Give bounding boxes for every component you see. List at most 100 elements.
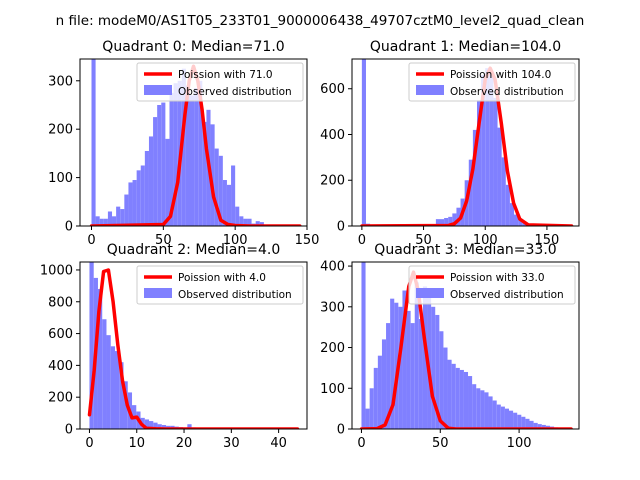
histogram-bar [443, 347, 448, 429]
histogram-bar [369, 388, 374, 429]
histogram-bar [89, 262, 94, 429]
histogram-bar [218, 155, 223, 226]
histogram-bar [509, 410, 514, 429]
histogram-bar [148, 136, 154, 226]
legend-observed-label: Observed distribution [450, 289, 564, 301]
y-tick-label: 400 [48, 359, 73, 374]
histogram-bar [497, 127, 502, 226]
histogram-bar [194, 88, 199, 226]
y-tick-label: 800 [48, 295, 73, 310]
legend-box [408, 265, 576, 305]
histogram-bar [247, 218, 252, 226]
histogram-bar [214, 148, 219, 226]
histogram-bar [444, 217, 449, 226]
histogram-bar [529, 420, 534, 429]
axes-frame [351, 261, 580, 430]
histogram-bar [435, 314, 440, 429]
legend-observed-swatch [144, 288, 172, 298]
histogram-bar [533, 422, 538, 429]
y-tick-label: 400 [320, 128, 345, 143]
figure-title: n file: modeM0/AS1T05_233T01_9000006438_… [56, 13, 585, 29]
histogram-bar [243, 218, 248, 226]
y-tick-label: 600 [320, 82, 345, 97]
legend-observed-label: Observed distribution [450, 86, 564, 98]
histogram-bar [181, 68, 186, 226]
subplot-title: Quadrant 2: Median=4.0 [107, 242, 281, 258]
histogram-bar [468, 159, 473, 226]
x-tick-label: 50 [415, 233, 432, 248]
histogram-bar [140, 165, 145, 226]
histogram-bar [144, 150, 149, 226]
histogram-bar [136, 170, 141, 226]
histogram-bar [381, 339, 387, 429]
x-tick-label: 100 [507, 436, 532, 451]
y-tick-label: 300 [48, 74, 73, 89]
histogram-bar [239, 216, 244, 226]
histogram-bar [119, 362, 124, 429]
histogram-bar [106, 335, 111, 429]
histogram-bar [110, 346, 115, 429]
y-tick-label: 200 [48, 391, 73, 406]
histogram-bar [394, 302, 399, 429]
histogram-bar [537, 424, 542, 429]
legend-poisson-label: Poission with 71.0 [178, 69, 273, 81]
x-tick-label: 0 [85, 436, 93, 451]
axes-frame [79, 58, 308, 227]
histogram-bar [365, 408, 370, 429]
plot-area [359, 262, 573, 429]
histogram-bar [112, 216, 117, 226]
histogram-bar [452, 213, 457, 226]
histogram-bar [406, 310, 411, 429]
histogram-bar [451, 363, 456, 429]
histogram-bar [476, 388, 481, 429]
histogram-bar [518, 219, 523, 226]
histogram-bar [390, 298, 395, 429]
histogram-bar [504, 408, 510, 429]
subplot-title: Quadrant 3: Median=33.0 [374, 242, 556, 258]
histogram-bar [210, 124, 215, 226]
axes-frame [79, 261, 308, 430]
legend-poisson-label: Poission with 33.0 [450, 272, 545, 284]
histogram-bar [488, 396, 493, 429]
histogram-bar [410, 323, 415, 429]
x-tick-label: 0 [358, 233, 366, 248]
subplot-quadrant-0: 0 50 100 150 0 100 200 300 Quadrant 0: Median=71… [48, 39, 319, 248]
histogram-bar [157, 424, 162, 429]
x-tick-label: 50 [155, 233, 172, 248]
histogram-bar [202, 121, 207, 226]
histogram-bar [173, 83, 178, 226]
legend-box [136, 62, 304, 102]
histogram-bar [235, 206, 240, 226]
histogram-bar [435, 219, 440, 226]
legend-poisson-label: Poission with 4.0 [178, 272, 266, 284]
histogram-bar [500, 406, 505, 429]
histogram-bar [472, 384, 477, 429]
histogram-bar [165, 138, 170, 226]
y-tick-label: 0 [65, 220, 73, 235]
histogram-bar [541, 424, 546, 429]
histogram-bar [522, 222, 527, 226]
x-tick-label: 20 [176, 436, 193, 451]
histogram-bar [114, 351, 120, 429]
histogram-bar [468, 376, 473, 429]
x-tick-label: 0 [87, 233, 95, 248]
x-tick-label: 100 [223, 233, 248, 248]
histogram-bar [124, 194, 129, 226]
legend: Poission with 71.0 Observed distribution [136, 62, 304, 102]
y-tick-label: 400 [320, 260, 345, 275]
plot-area [360, 59, 574, 226]
histogram-bar [513, 412, 518, 429]
histogram-bar [226, 184, 232, 226]
histogram-bar [157, 104, 162, 226]
y-tick-label: 100 [48, 171, 73, 186]
subplot-quadrant-1: 0 50 100 150 0 200 400 600 Quadrant 1: Median=10… [320, 39, 580, 248]
subplot-title: Quadrant 1: Median=104.0 [370, 39, 561, 55]
histogram-bar [361, 262, 366, 429]
histogram-bar [472, 129, 478, 226]
x-tick-label: 0 [357, 436, 365, 451]
histogram-bar [190, 95, 195, 226]
histogram-bar [448, 216, 453, 226]
x-tick-label: 100 [473, 233, 498, 248]
